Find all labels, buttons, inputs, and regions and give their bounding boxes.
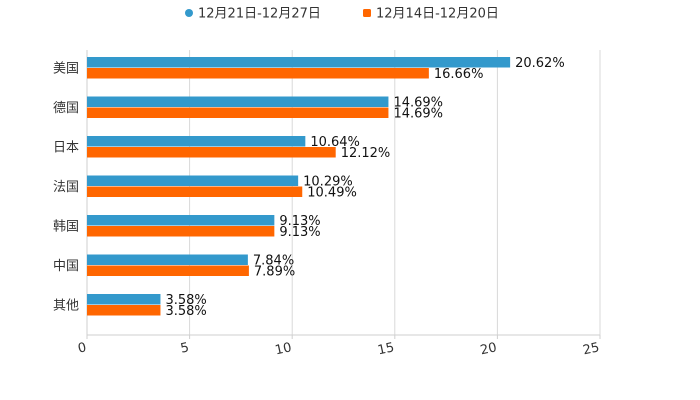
data-label-series-1: 9.13% <box>279 214 320 229</box>
category-label: 德国 <box>53 101 79 116</box>
bar-series-2 <box>87 107 389 118</box>
x-tick-label: 20 <box>479 340 498 358</box>
bar-series-1 <box>87 294 161 305</box>
x-tick-label: 10 <box>274 340 293 358</box>
x-tick-label: 0 <box>77 340 88 356</box>
data-label-series-1: 10.29% <box>303 175 353 190</box>
bar-series-2 <box>87 265 249 276</box>
data-label-series-1: 14.69% <box>393 96 443 111</box>
data-label-series-2: 7.89% <box>254 265 295 280</box>
category-label: 韩国 <box>53 219 79 234</box>
legend-marker-series-1 <box>185 9 193 17</box>
category-label: 日本 <box>53 140 79 155</box>
category-label: 其他 <box>53 298 79 313</box>
legend-label-series-1: 12月21日-12月27日 <box>198 7 321 22</box>
bar-series-1 <box>87 175 299 186</box>
bar-series-1 <box>87 57 511 68</box>
legend-label-series-2: 12月14日-12月20日 <box>376 7 499 22</box>
x-tick-label: 5 <box>179 340 190 356</box>
bar-series-2 <box>87 68 429 79</box>
bar-series-1 <box>87 136 306 147</box>
category-label: 美国 <box>53 61 79 76</box>
legend-marker-series-2 <box>363 9 371 17</box>
category-label: 法国 <box>53 180 79 195</box>
data-label-series-1: 7.84% <box>253 254 294 269</box>
data-label-series-2: 16.66% <box>434 67 484 82</box>
bar-series-1 <box>87 254 248 265</box>
data-label-series-1: 3.58% <box>165 293 206 308</box>
bar-series-1 <box>87 96 389 107</box>
bar-series-2 <box>87 147 336 158</box>
bar-series-2 <box>87 305 161 316</box>
bar-series-2 <box>87 226 275 237</box>
bar-series-2 <box>87 186 303 197</box>
data-label-series-2: 10.49% <box>307 186 357 201</box>
data-label-series-1: 20.62% <box>515 56 565 71</box>
x-tick-label: 25 <box>582 340 601 358</box>
x-tick-label: 15 <box>376 340 395 358</box>
data-label-series-2: 14.69% <box>393 107 443 122</box>
data-label-series-2: 3.58% <box>165 304 206 319</box>
bar-series-1 <box>87 215 275 226</box>
category-label: 中国 <box>53 259 79 274</box>
data-label-series-2: 12.12% <box>341 146 391 161</box>
data-label-series-1: 10.64% <box>310 135 360 150</box>
data-label-series-2: 9.13% <box>279 225 320 240</box>
